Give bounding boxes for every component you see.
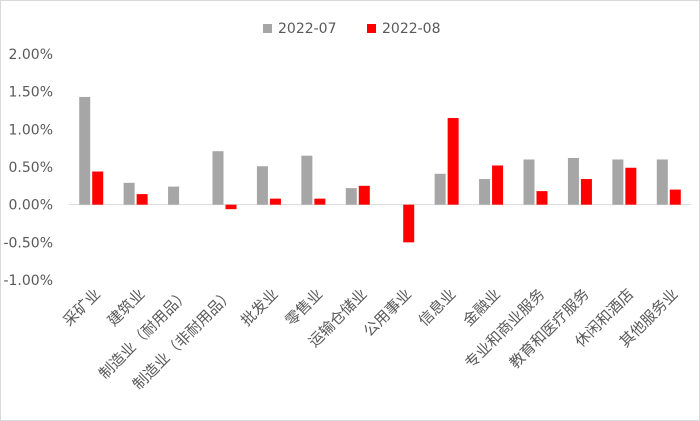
y-tick-label: 2.00% [9,47,53,63]
bar-series1-12 [612,159,624,205]
y-tick-label: 0.50% [9,160,53,176]
bar-series1-0 [79,96,91,205]
bar-series2-3 [225,204,237,210]
bar-series1-9 [479,179,491,205]
bar-series1-13 [656,159,668,205]
bar-series1-1 [123,182,135,205]
bar-series2-10 [536,191,548,205]
bar-series1-2 [168,186,180,205]
bar-series2-0 [92,171,104,205]
bar-series1-11 [567,157,579,205]
y-tick-label: 1.50% [9,85,53,101]
bar-series2-5 [314,198,326,205]
y-tick-label: 0.00% [9,198,53,214]
legend-swatch-1 [263,24,272,33]
bar-series2-12 [625,167,637,205]
legend-swatch-2 [367,24,376,33]
x-category-label: 信息业 [415,285,460,330]
legend: 2022-07 2022-08 [263,21,441,37]
x-category-label: 公用事业 [360,285,415,340]
legend-label-2: 2022-08 [382,21,441,37]
y-tick-label: -0.50% [3,235,53,251]
bars [79,96,681,243]
bar-series2-4 [269,198,281,205]
bar-series1-10 [523,159,535,205]
bar-series2-9 [492,165,504,205]
bar-series1-8 [434,173,446,205]
bar-series2-13 [669,189,681,205]
x-category-label: 批发业 [237,285,282,330]
y-tick-label: -1.00% [3,273,53,289]
bar-series2-1 [136,194,148,205]
bar-series1-4 [256,166,268,205]
bar-series1-3 [212,151,224,205]
y-tick-label: 1.00% [9,122,53,138]
x-category-label: 采矿业 [59,285,104,330]
bar-series1-6 [345,188,357,205]
bar-series2-8 [447,118,459,205]
y-axis: 2.00% 1.50% 1.00% 0.50% 0.00% -0.50% -1.00% [3,47,691,289]
bar-series2-11 [580,179,592,205]
bar-series1-5 [301,155,313,205]
bar-series2-6 [358,185,370,205]
bar-series2-7 [403,204,415,243]
legend-label-1: 2022-07 [278,21,337,37]
